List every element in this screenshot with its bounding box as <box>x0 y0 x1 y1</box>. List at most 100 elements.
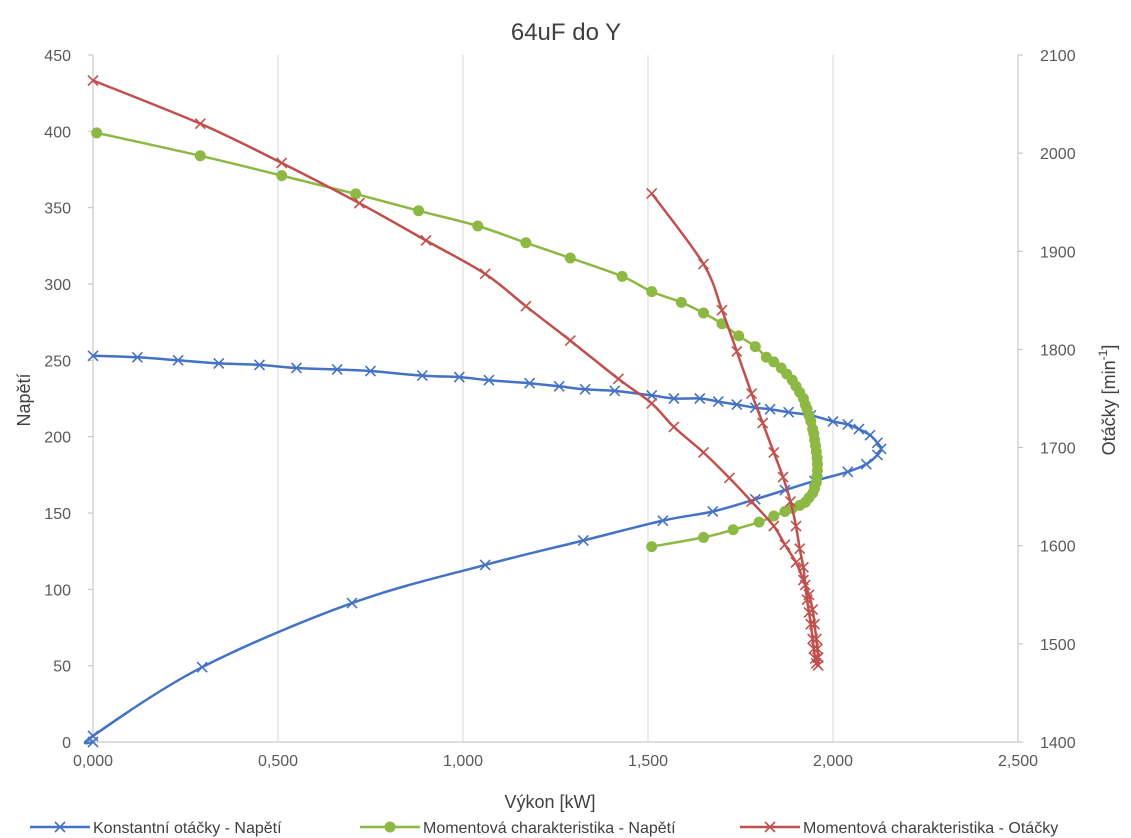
data-point <box>646 286 658 298</box>
data-point <box>783 406 795 418</box>
series-line <box>96 131 819 548</box>
y2-tick-label: 1600 <box>1040 539 1076 556</box>
data-point <box>779 539 791 551</box>
data-point <box>875 443 887 455</box>
data-point <box>794 543 806 555</box>
data-point <box>413 205 425 217</box>
data-point <box>853 423 865 435</box>
series <box>83 74 887 748</box>
data-point <box>749 341 761 353</box>
data-point <box>276 170 288 182</box>
data-point <box>731 399 743 411</box>
data-point <box>809 653 821 665</box>
data-point <box>416 370 428 382</box>
x-axis-label: Výkon [kW] <box>504 792 595 812</box>
data-point <box>784 495 797 508</box>
data-point <box>87 350 99 362</box>
data-point <box>646 541 658 553</box>
tick-labels: 0,000 0,500 1,000 1,500 2,000 2,500 0 50 100 150 2… <box>44 48 1075 770</box>
data-point <box>131 351 143 363</box>
data-point <box>194 118 206 130</box>
data-point <box>790 520 802 532</box>
y2-tick-label: 2000 <box>1040 146 1076 163</box>
series-line <box>83 354 883 745</box>
data-point <box>276 157 288 169</box>
data-point <box>764 403 776 415</box>
legend-swatch-marker <box>384 821 396 833</box>
legend-item: Momentová charakteristika - Napětí <box>360 820 676 837</box>
data-point <box>808 618 821 630</box>
data-point <box>420 234 432 247</box>
x-tick-label: 0,500 <box>258 753 298 770</box>
data-point <box>871 449 883 461</box>
data-point <box>172 354 184 366</box>
data-point <box>746 388 758 400</box>
data-point <box>698 307 709 319</box>
data-point <box>842 466 854 478</box>
legend-label: Konstantní otáčky - Napětí <box>93 820 282 837</box>
data-point <box>564 252 576 264</box>
data-point <box>479 559 491 571</box>
y2-tick-label: 1900 <box>1040 244 1076 261</box>
data-point <box>87 74 99 87</box>
data-point <box>768 446 780 459</box>
data-point <box>790 556 802 568</box>
data-point <box>697 446 710 459</box>
data-point <box>646 389 658 402</box>
data-point <box>350 188 362 200</box>
data-point <box>253 359 266 371</box>
y2-axis-label: Otáčky [min-1] <box>1096 345 1119 456</box>
series-2 <box>91 127 823 553</box>
x-tick-label: 2,500 <box>998 753 1038 770</box>
chart-title: 64uF do Y <box>511 19 621 46</box>
data-point <box>775 362 787 374</box>
legend: Konstantní otáčky - Napětí Momentová char… <box>30 820 1058 837</box>
data-point <box>753 516 765 528</box>
data-point <box>553 380 565 392</box>
data-point <box>579 383 591 395</box>
data-point <box>797 561 809 573</box>
data-point <box>668 421 680 433</box>
series-3 <box>87 74 824 672</box>
data-point <box>472 220 484 232</box>
data-point <box>698 531 709 543</box>
data-point <box>87 730 99 742</box>
data-point <box>805 618 817 630</box>
data-point <box>860 458 872 470</box>
x-tick-label: 2,000 <box>813 753 853 770</box>
data-point <box>777 471 789 483</box>
data-point <box>646 397 658 409</box>
data-point <box>768 520 780 532</box>
data-point <box>609 385 621 397</box>
y-tick-label: 100 <box>44 582 71 599</box>
y-axis-label: Napětí <box>14 373 34 426</box>
data-point <box>808 643 820 655</box>
data-point <box>746 495 758 508</box>
y2-tick-label: 1500 <box>1040 637 1076 654</box>
data-point <box>346 597 358 609</box>
data-point <box>807 633 819 645</box>
x-tick-label: 1,500 <box>628 753 668 770</box>
legend-swatch-marker <box>764 821 776 833</box>
data-point <box>520 237 532 249</box>
data-point <box>842 418 854 431</box>
y2-tick-label: 1700 <box>1040 441 1076 458</box>
data-point <box>213 357 225 369</box>
x-tick-label: 0,000 <box>73 753 113 770</box>
data-point <box>727 524 739 536</box>
data-point <box>712 395 724 408</box>
data-point <box>827 415 839 427</box>
y-tick-label: 350 <box>44 201 71 218</box>
data-point <box>803 606 815 619</box>
data-point <box>196 661 208 673</box>
y2-tick-label: 2100 <box>1040 48 1076 65</box>
data-point <box>564 335 576 347</box>
data-point <box>520 300 532 312</box>
data-point <box>723 472 735 484</box>
y-tick-label: 300 <box>44 277 71 294</box>
data-point <box>612 373 624 385</box>
data-point <box>707 505 719 518</box>
y-tick-label: 0 <box>62 735 71 752</box>
